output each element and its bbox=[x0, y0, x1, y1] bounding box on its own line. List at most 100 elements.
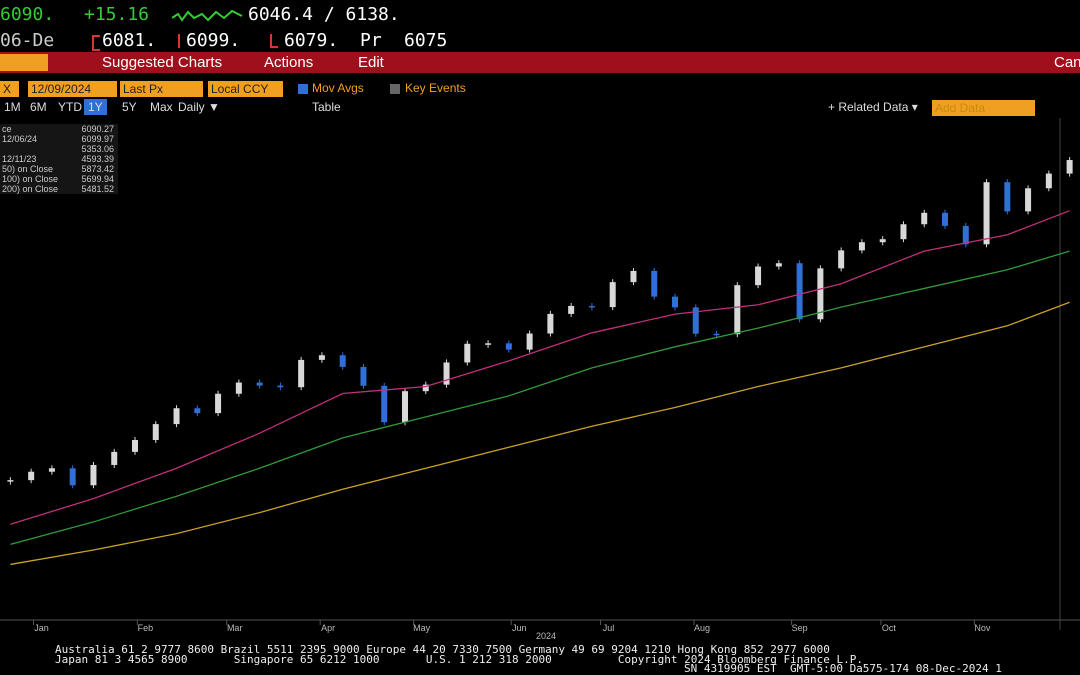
mov-avgs[interactable]: Mov Avgs bbox=[312, 81, 364, 95]
key-events[interactable]: Key Events bbox=[405, 81, 466, 95]
x-tick-label: Aug bbox=[694, 623, 710, 633]
legend-value: 5699.94 bbox=[81, 174, 114, 184]
candle bbox=[235, 382, 242, 394]
candle bbox=[983, 182, 990, 245]
edit[interactable]: Edit bbox=[358, 54, 384, 71]
legend-label: 200) on Close bbox=[2, 184, 59, 194]
mov-avgs-checkbox[interactable] bbox=[298, 84, 308, 94]
candle bbox=[256, 382, 263, 386]
sparkline-icon bbox=[172, 9, 243, 22]
period-button[interactable]: Max bbox=[150, 100, 173, 114]
candle bbox=[568, 305, 575, 314]
currency-select[interactable]: Local CCY bbox=[208, 81, 283, 97]
field-select[interactable]: Last Px bbox=[120, 81, 203, 97]
candle bbox=[422, 384, 429, 392]
candle bbox=[1025, 188, 1032, 212]
footer-line: Australia 61 2 9777 8600 Brazil 5511 239… bbox=[55, 643, 830, 656]
menu-bar: Suggested Charts Actions Edit Can bbox=[0, 52, 1080, 73]
candle bbox=[339, 355, 346, 367]
candle bbox=[817, 268, 824, 320]
frequency[interactable]: Daily ▼ bbox=[178, 100, 220, 114]
candle bbox=[152, 424, 159, 440]
period-button[interactable]: YTD bbox=[58, 100, 82, 114]
candle bbox=[609, 282, 616, 308]
candle bbox=[921, 212, 928, 225]
candle bbox=[879, 239, 886, 243]
x-tick-label: Oct bbox=[882, 623, 897, 633]
x-tick-label: Sep bbox=[792, 623, 808, 633]
candle bbox=[277, 385, 284, 388]
moving-average-line bbox=[10, 301, 1070, 566]
candle bbox=[505, 343, 512, 350]
candle bbox=[194, 408, 201, 414]
period-button[interactable]: 6M bbox=[30, 100, 47, 114]
change: +15.16 bbox=[84, 4, 150, 25]
candle bbox=[547, 313, 554, 334]
suggested-charts[interactable]: Suggested Charts bbox=[102, 54, 223, 71]
table-button[interactable]: Table bbox=[312, 100, 341, 114]
candle bbox=[900, 224, 907, 240]
x-tick-label: Jun bbox=[512, 623, 527, 633]
candle bbox=[111, 451, 118, 465]
legend-label: 100) on Close bbox=[2, 174, 59, 184]
x-tick-label: Jul bbox=[603, 623, 615, 633]
prev-label: Pr bbox=[360, 30, 382, 51]
candle bbox=[526, 333, 533, 350]
x-tick-label: Feb bbox=[138, 623, 154, 633]
candle bbox=[132, 439, 138, 452]
high-icon bbox=[178, 34, 180, 48]
period-button[interactable]: 1Y bbox=[84, 99, 107, 115]
candle bbox=[318, 355, 325, 360]
candle bbox=[1004, 182, 1011, 212]
x-tick-label: Jan bbox=[34, 623, 49, 633]
candle bbox=[1066, 160, 1073, 174]
legend-row: 50) on Close 5873.42 bbox=[0, 164, 118, 174]
candle bbox=[713, 333, 720, 336]
x-tick-label: May bbox=[413, 623, 431, 633]
legend-value: 5873.42 bbox=[81, 164, 114, 174]
low-icon bbox=[270, 34, 278, 48]
key-events-checkbox[interactable] bbox=[390, 84, 400, 94]
candle bbox=[464, 343, 471, 363]
legend-value: 6090.27 bbox=[81, 124, 114, 134]
candle bbox=[630, 270, 637, 283]
actions[interactable]: Actions bbox=[264, 54, 314, 71]
legend-value: 4593.39 bbox=[81, 154, 114, 164]
related-data[interactable]: + Related Data ▾ bbox=[828, 100, 918, 114]
candle bbox=[7, 480, 14, 482]
legend-row: ce 6090.27 bbox=[0, 124, 118, 134]
legend-value: 5481.52 bbox=[81, 184, 114, 194]
x-axis-title: 2024 bbox=[536, 631, 556, 640]
candle bbox=[672, 296, 678, 308]
open: 6081. bbox=[102, 30, 157, 51]
legend-value: 5353.06 bbox=[81, 144, 114, 154]
legend-row: 5353.06 bbox=[0, 144, 118, 154]
candle bbox=[360, 366, 367, 386]
period-button[interactable]: 1M bbox=[4, 100, 21, 114]
moving-average-line bbox=[10, 210, 1070, 525]
plot-area bbox=[0, 118, 1080, 620]
candle bbox=[858, 242, 865, 251]
low: 6079. bbox=[284, 30, 339, 51]
legend-row: 200) on Close 5481.52 bbox=[0, 184, 118, 194]
cancel[interactable]: Can bbox=[1054, 54, 1080, 71]
ticker-field[interactable]: X bbox=[0, 81, 19, 97]
candle bbox=[796, 263, 803, 320]
legend-label: 12/11/23 bbox=[2, 154, 37, 164]
legend-row: 100) on Close 5699.94 bbox=[0, 174, 118, 184]
candle bbox=[734, 285, 741, 335]
legend-label: 50) on Close bbox=[2, 164, 54, 174]
prev-close: 6075 bbox=[404, 30, 448, 51]
chart: Jan Feb Mar Apr May Jun Jul Aug Sep Oct Nov 2024 bbox=[0, 118, 1080, 640]
candle bbox=[962, 225, 969, 245]
ticker-tab[interactable] bbox=[0, 54, 48, 71]
candle bbox=[775, 263, 782, 267]
candle bbox=[48, 468, 55, 472]
candle bbox=[838, 250, 845, 269]
candle bbox=[381, 385, 388, 423]
legend-value: 6099.97 bbox=[81, 134, 114, 144]
date-field[interactable]: 12/09/2024 bbox=[28, 81, 117, 97]
period-button[interactable]: 5Y bbox=[122, 100, 137, 114]
add-data[interactable]: Add Data bbox=[932, 100, 1035, 116]
